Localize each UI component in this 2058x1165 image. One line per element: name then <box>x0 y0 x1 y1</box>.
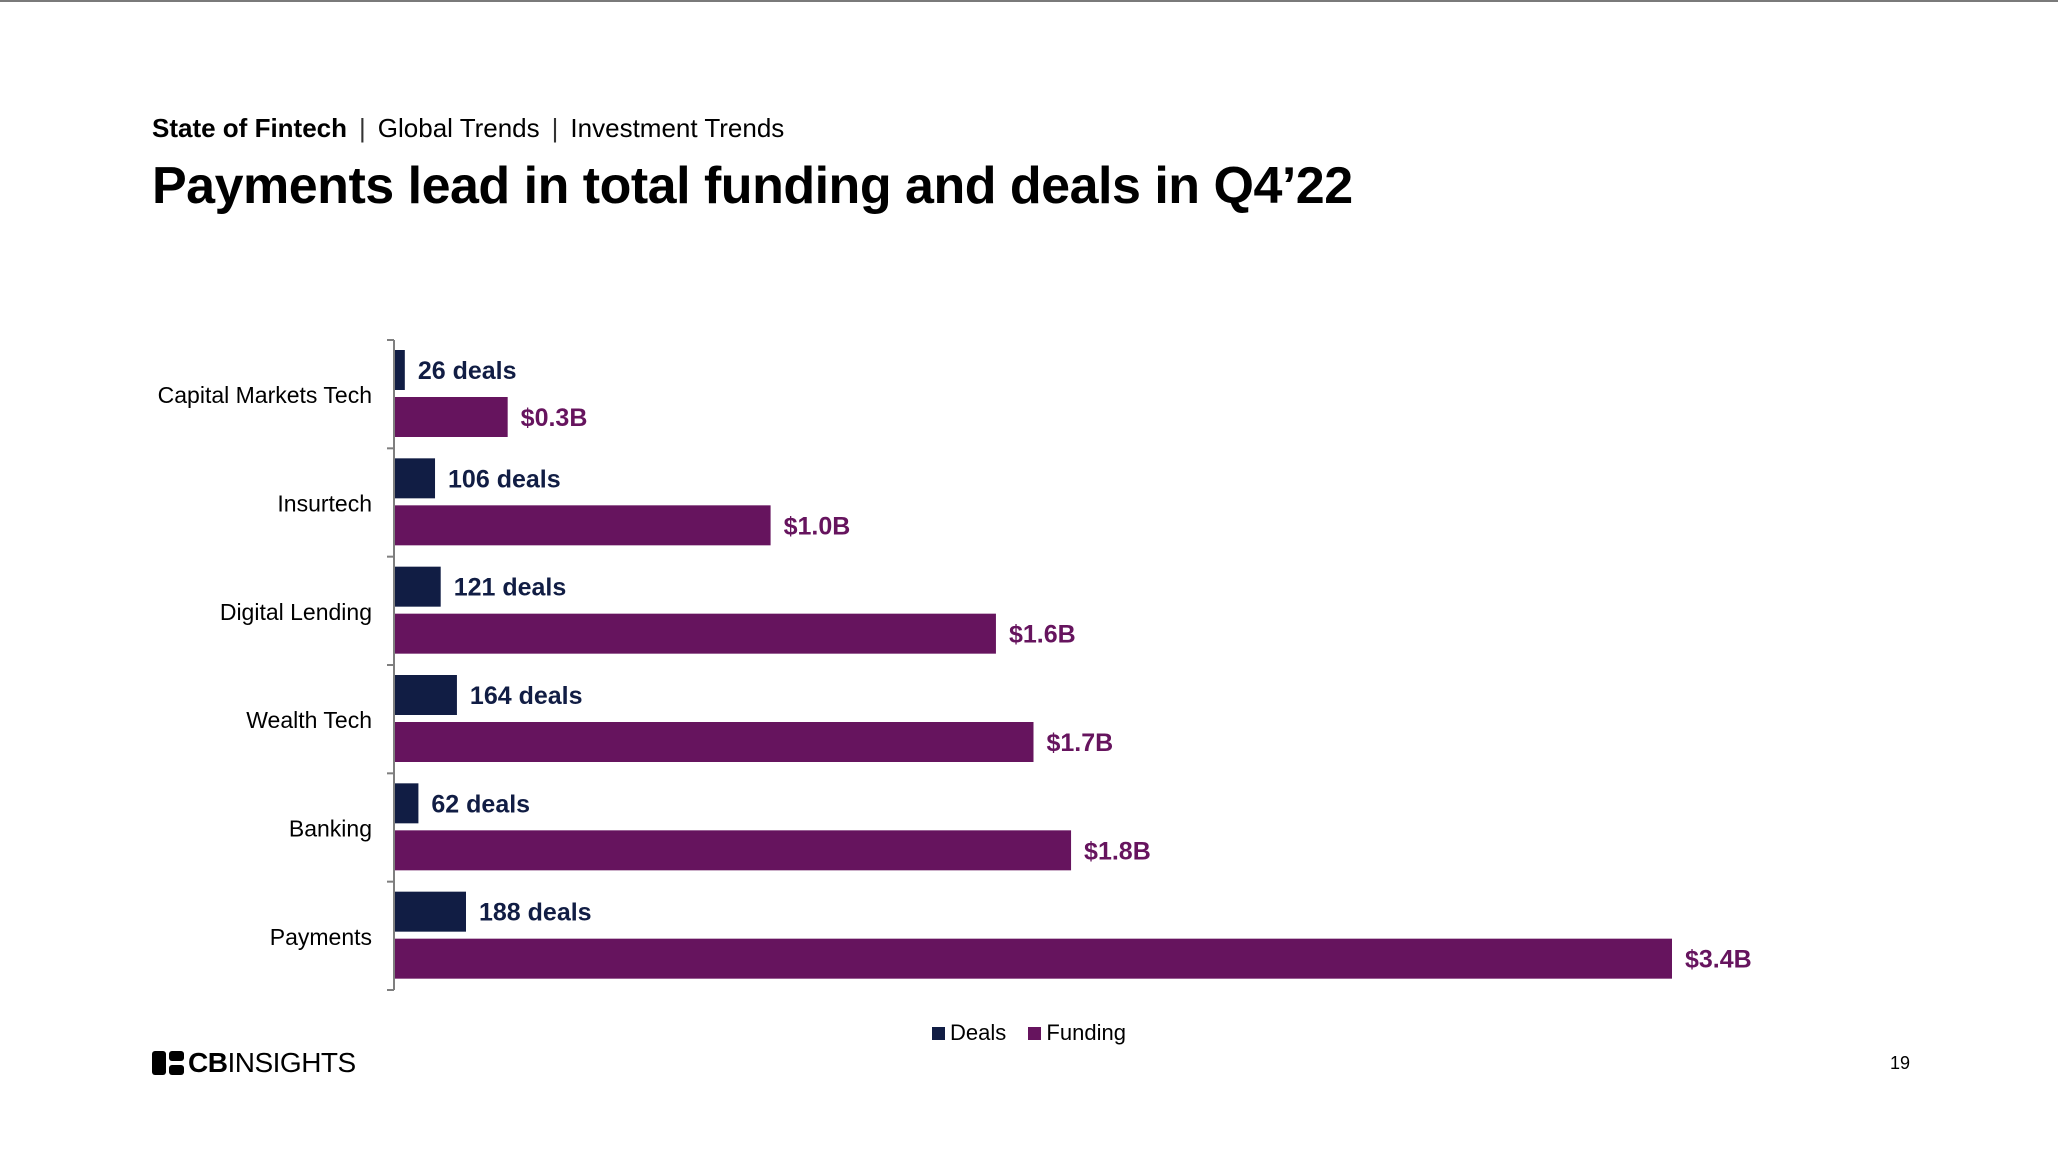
funding-bar-insurtech <box>395 505 771 546</box>
page-number: 19 <box>1890 1053 1911 1073</box>
legend-swatch-funding <box>1028 1027 1042 1040</box>
deals-bar-digital-lending <box>395 566 441 607</box>
funding-label-capital-markets-tech: $0.3B <box>521 404 588 432</box>
deals-bar-insurtech <box>395 458 436 499</box>
cb-insights-logo: CBINSIGHTS <box>152 1046 356 1080</box>
breadcrumb-item-report: State of Fintech <box>152 113 348 143</box>
legend-item-funding: Funding <box>1028 1018 1126 1048</box>
legend-swatch-deals <box>932 1027 946 1040</box>
deals-label-insurtech: 106 deals <box>448 465 561 493</box>
deals-label-payments: 188 deals <box>479 899 592 927</box>
legend-label-deals: Deals <box>950 1020 1007 1045</box>
page-title: Payments lead in total funding and deals… <box>152 157 1353 215</box>
deals-label-banking: 62 deals <box>431 790 530 818</box>
funding-label-insurtech: $1.0B <box>784 512 851 540</box>
funding-bar-capital-markets-tech <box>395 397 508 437</box>
deals-label-capital-markets-tech: 26 deals <box>418 357 517 385</box>
funding-bar-wealth-tech <box>395 722 1034 762</box>
funding-label-wealth-tech: $1.7B <box>1047 729 1114 757</box>
chart-legend: Deals Funding <box>0 1018 2058 1048</box>
breadcrumb-item-section: Global Trends <box>377 113 540 143</box>
category-label-payments: Payments <box>270 924 372 950</box>
funding-bar-banking <box>395 830 1072 871</box>
breadcrumb-separator: | <box>551 113 559 143</box>
legend-item-deals: Deals <box>932 1018 1006 1048</box>
legend-label-funding: Funding <box>1046 1020 1126 1045</box>
cb-insights-logo-icon <box>152 1051 184 1075</box>
category-label-capital-markets-tech: Capital Markets Tech <box>158 382 372 408</box>
top-rule <box>0 0 2058 2</box>
deals-bar-banking <box>395 783 419 824</box>
deals-label-wealth-tech: 164 deals <box>470 682 583 710</box>
category-label-insurtech: Insurtech <box>277 491 372 517</box>
breadcrumb-separator: | <box>359 113 366 143</box>
breadcrumb: State of Fintech | Global Trends | Investmen… <box>152 112 784 144</box>
cb-insights-wordmark: CBINSIGHTS <box>188 1047 356 1078</box>
category-label-banking: Banking <box>289 816 372 842</box>
deals-bar-capital-markets-tech <box>395 350 405 390</box>
category-label-digital-lending: Digital Lending <box>220 599 372 625</box>
funding-bar-payments <box>395 938 1672 979</box>
deals-label-digital-lending: 121 deals <box>454 574 567 602</box>
funding-label-payments: $3.4B <box>1685 946 1752 974</box>
breadcrumb-item-subsection: Investment Trends <box>570 113 785 143</box>
category-label-wealth-tech: Wealth Tech <box>246 707 372 733</box>
funding-label-banking: $1.8B <box>1084 837 1151 865</box>
funding-bar-digital-lending <box>395 613 996 654</box>
funding-label-digital-lending: $1.6B <box>1009 621 1076 649</box>
deals-bar-wealth-tech <box>395 675 457 715</box>
deals-bar-payments <box>395 891 466 932</box>
